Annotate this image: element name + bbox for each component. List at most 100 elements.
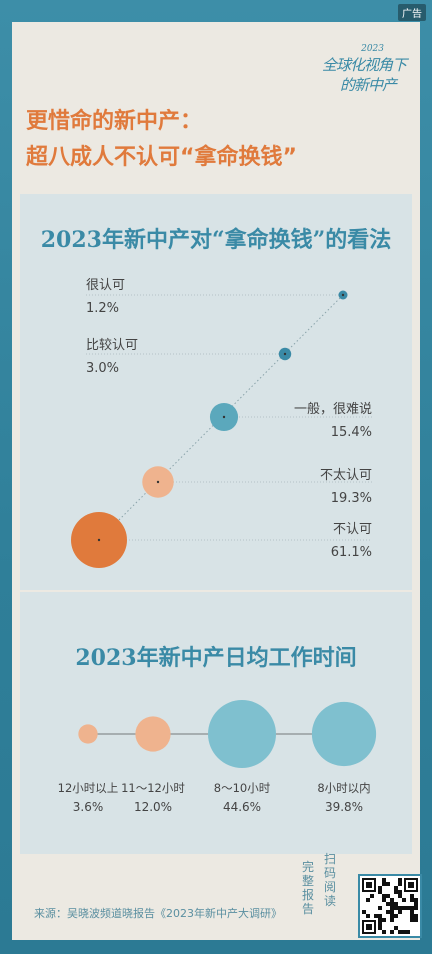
qr-module (390, 906, 394, 910)
qr-module (410, 898, 414, 902)
qr-module (366, 914, 370, 918)
qr-module (398, 910, 402, 914)
qr-module (386, 910, 390, 914)
qr-module (394, 926, 398, 930)
qr-module (398, 878, 402, 882)
qr-module (390, 918, 394, 922)
qr-module (390, 898, 394, 902)
poster: 2023 全球化视角下 的新中产 更惜命的新中产： 超八成人不认可“拿命换钱” … (12, 22, 422, 940)
qr-module (378, 906, 382, 910)
qr-module (370, 894, 374, 898)
qr-module (406, 906, 410, 910)
qr-module (398, 930, 402, 934)
qr-module (402, 930, 406, 934)
qr-module (394, 906, 398, 910)
qr-module (378, 918, 382, 922)
qr-module (394, 890, 398, 894)
qr-module (386, 902, 390, 906)
qr-module (390, 930, 394, 934)
workhours-category-0: 12小时以上 (57, 781, 119, 795)
attitude-category-0: 很认可 (86, 278, 126, 293)
qr-module (414, 918, 418, 922)
headline-line1: 更惜命的新中产： (26, 109, 203, 134)
attitude-chart (71, 290, 372, 568)
qr-module (390, 902, 394, 906)
qr-module (398, 906, 402, 910)
qr-module (382, 918, 386, 922)
qr-module (382, 894, 386, 898)
attitude-value-0: 1.2% (86, 301, 120, 316)
brand-year: 2023 (361, 44, 384, 54)
bubble-center-4 (97, 538, 101, 542)
headline-line2: 超八成人不认可“拿命换钱” (26, 145, 297, 170)
qr-module (382, 878, 386, 882)
workhours-category-3: 8小时以内 (317, 781, 371, 795)
attitude-category-1: 比较认可 (86, 338, 139, 353)
qr-module (410, 906, 414, 910)
attitude-value-3: 19.3% (330, 491, 372, 506)
qr-left-label: 完整报告 (302, 860, 315, 916)
workhours-value-3: 39.8% (324, 800, 364, 814)
qr-right-label: 扫码阅读 (324, 852, 337, 908)
attitude-chart-title: 2023年新中产对“拿命换钱”的看法 (40, 227, 392, 253)
bubble-center-1 (283, 352, 287, 356)
qr-module (414, 898, 418, 902)
attitude-category-2: 一般，很难说 (293, 402, 372, 417)
qr-module (378, 890, 382, 894)
attitude-value-1: 3.0% (86, 361, 120, 376)
headline: 更惜命的新中产： 超八成人不认可“拿命换钱” (26, 104, 406, 176)
qr-module (414, 914, 418, 918)
qr-module (398, 882, 402, 886)
qr-module (382, 898, 386, 902)
qr-module (378, 914, 382, 918)
qr-module (394, 886, 398, 890)
qr-finder-core-0 (366, 882, 372, 888)
brand-logo: 2023 全球化视角下 的新中产 (322, 44, 410, 96)
workhours-value-2: 44.6% (222, 800, 262, 814)
qr-finder-core-1 (408, 882, 414, 888)
qr-module (378, 922, 382, 926)
qr-module (390, 914, 394, 918)
qr-module (402, 898, 406, 902)
qr-module (394, 914, 398, 918)
qr-module (366, 898, 370, 902)
workhours-value-1: 12.0% (133, 800, 173, 814)
qr-code[interactable] (358, 874, 422, 938)
qr-module (374, 914, 378, 918)
qr-finder-core-2 (366, 924, 372, 930)
brand-line1: 全球化视角下 (322, 56, 407, 74)
workhours-value-0: 3.6% (72, 800, 104, 814)
qr-module (402, 906, 406, 910)
qr-module (382, 930, 386, 934)
qr-module (362, 910, 366, 914)
qr-module (414, 906, 418, 910)
qr-module (394, 902, 398, 906)
qr-module (386, 882, 390, 886)
qr-module (406, 930, 410, 934)
workhours-chart-panel: 2023年新中产日均工作时间 12小时以上 3.6% 11～12小时 12.0% 8～1… (20, 592, 412, 854)
bubble-center-2 (222, 415, 226, 419)
qr-module (378, 926, 382, 930)
attitude-value-2: 15.4% (330, 425, 372, 440)
qr-module (410, 918, 414, 922)
attitude-chart-panel: 2023年新中产对“拿命换钱”的看法 很认可 1.2% 比较认可 3.0% 一般，很难说… (20, 194, 412, 590)
workhours-bubble-1 (135, 716, 171, 752)
bubble-center-3 (156, 480, 160, 484)
workhours-bubble-2 (208, 700, 276, 768)
qr-module (378, 886, 382, 890)
qr-module (382, 882, 386, 886)
qr-module (410, 910, 414, 914)
qr-module (390, 910, 394, 914)
ad-badge: 广告 (398, 4, 426, 21)
workhours-category-2: 8～10小时 (213, 781, 271, 795)
qr-module (410, 894, 414, 898)
qr-module (398, 894, 402, 898)
qr-module (386, 894, 390, 898)
workhours-bubble-0 (78, 724, 98, 744)
qr-code-pattern (362, 878, 418, 934)
workhours-chart (78, 700, 377, 768)
brand-line2: 的新中产 (340, 76, 397, 94)
attitude-category-4: 不认可 (332, 522, 372, 537)
qr-module (410, 914, 414, 918)
attitude-value-4: 61.1% (330, 545, 372, 560)
